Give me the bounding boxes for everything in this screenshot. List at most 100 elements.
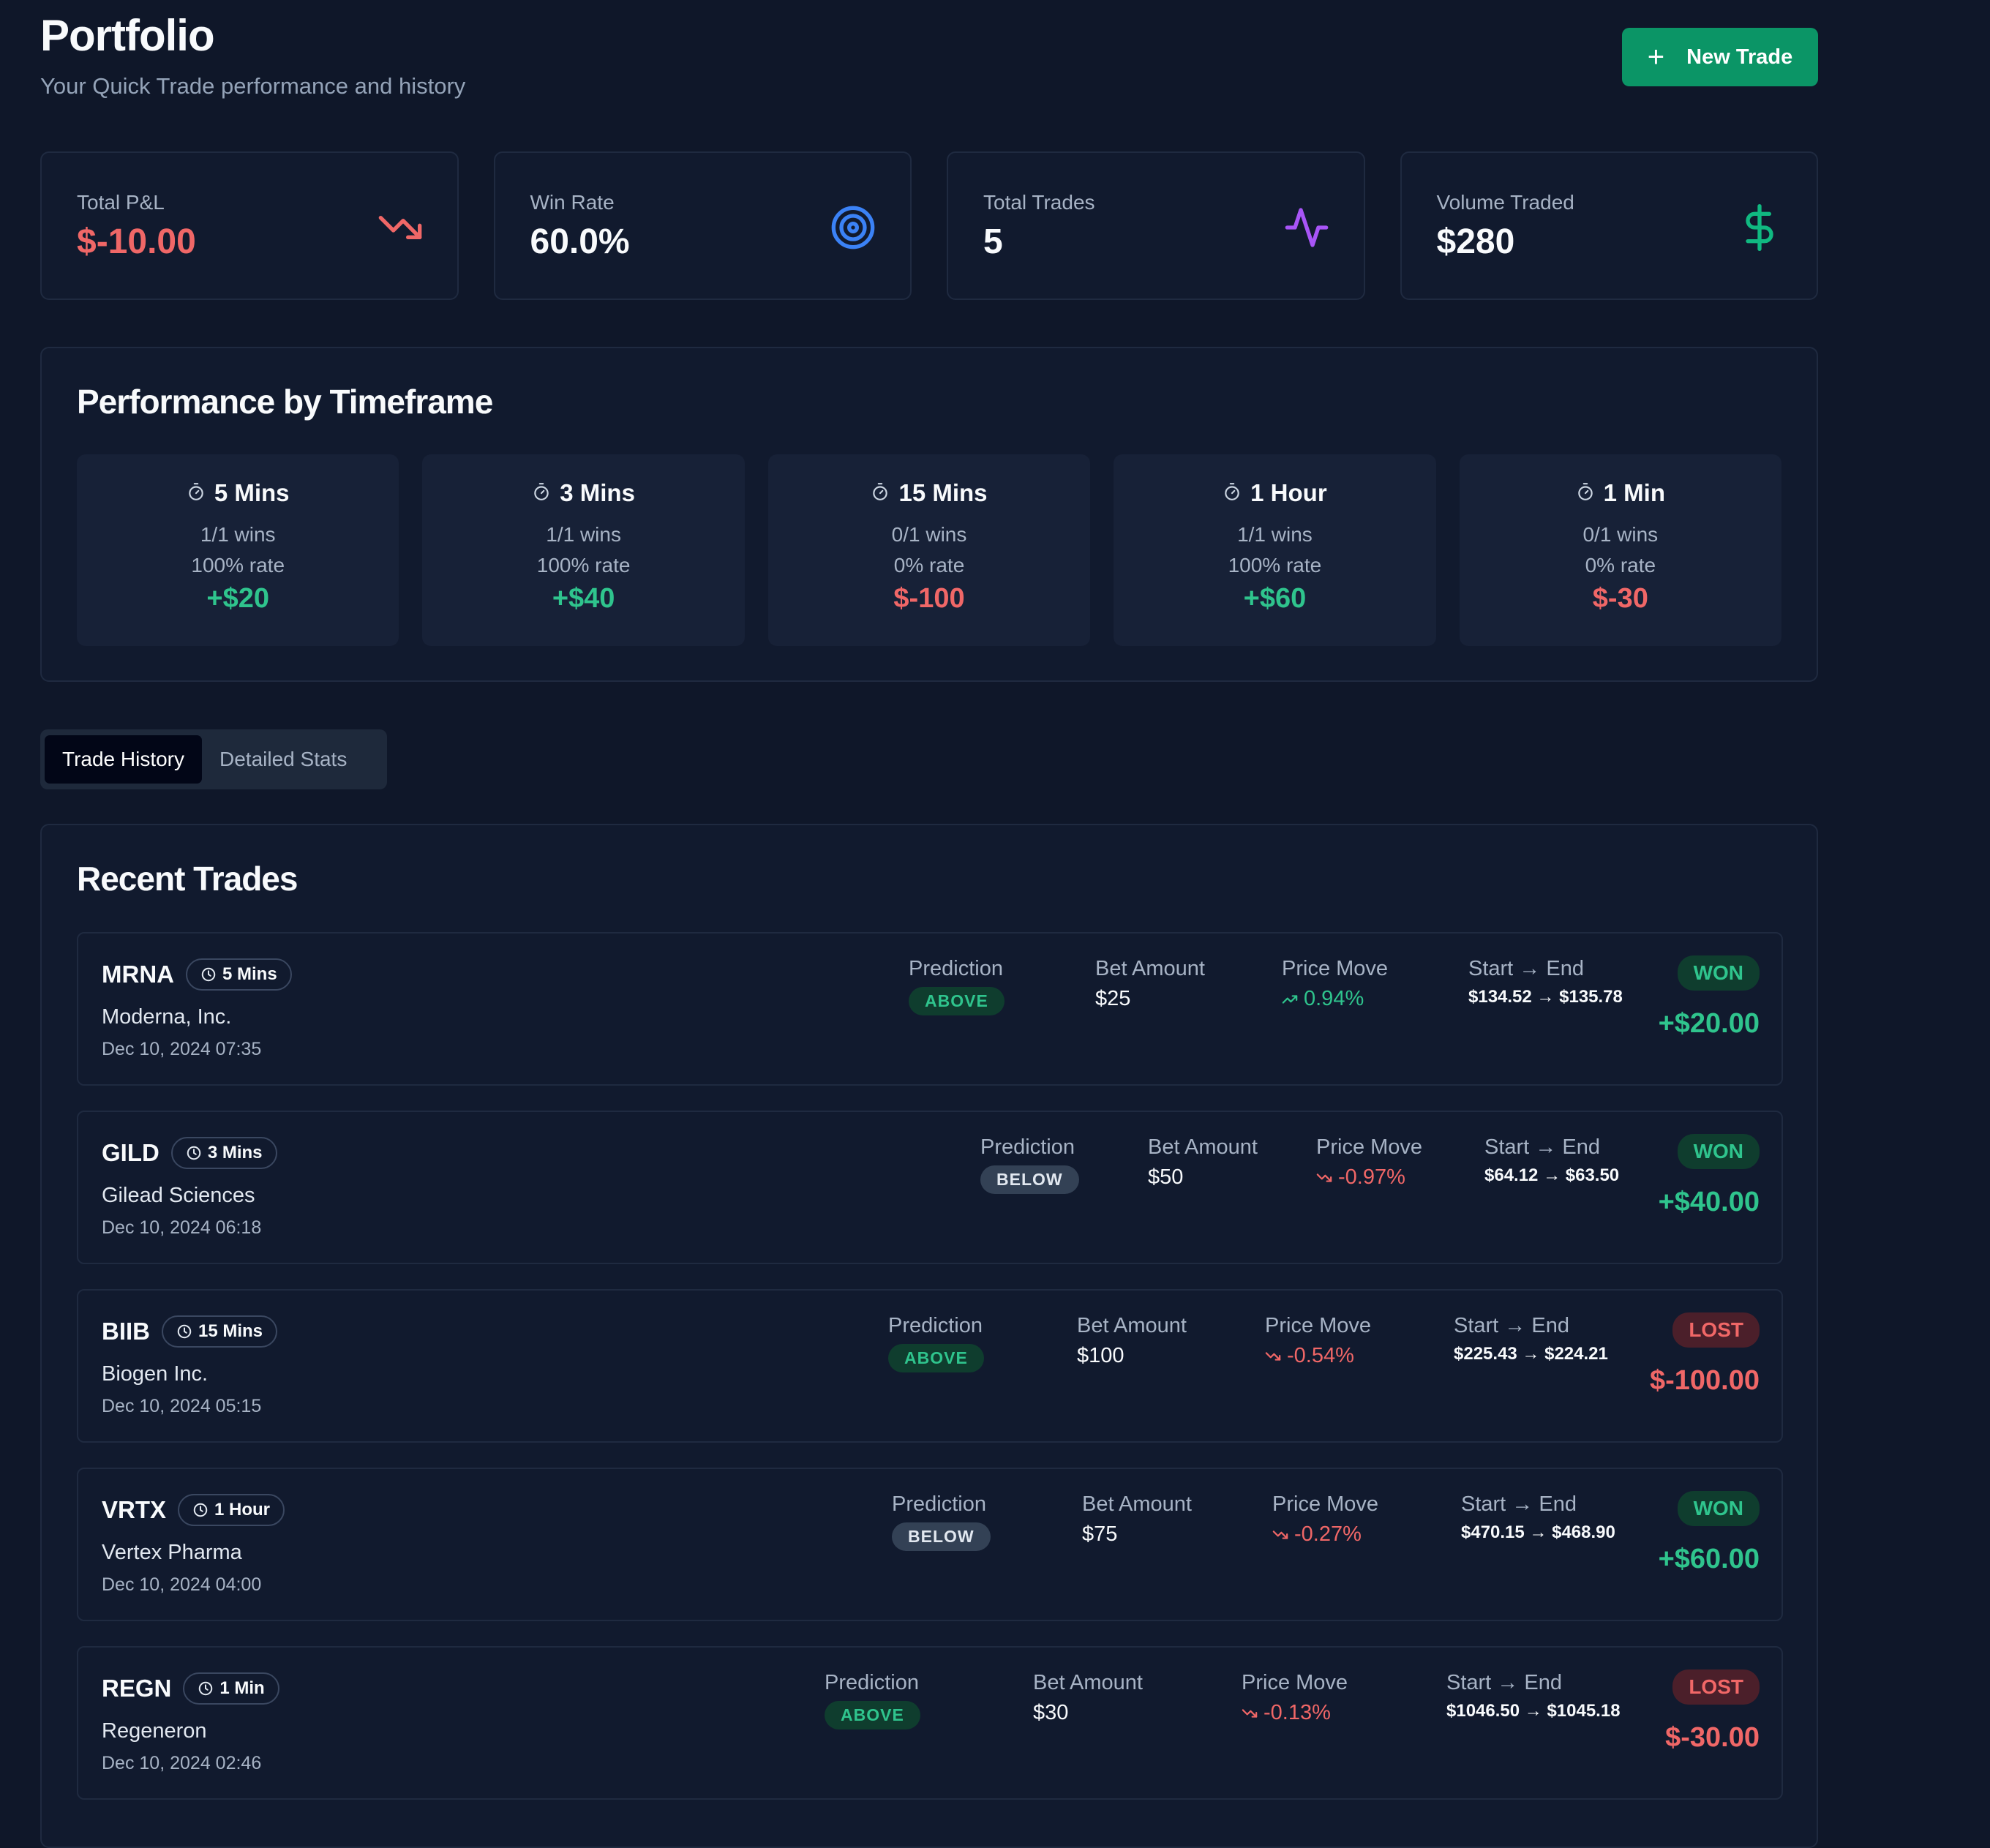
- trending-down-icon: [1272, 1527, 1288, 1543]
- bet-amount: $75: [1082, 1522, 1118, 1546]
- status-badge: WON: [1677, 955, 1760, 991]
- timeframe-wins: 1/1 wins: [1237, 523, 1313, 546]
- bet-amount: $25: [1095, 987, 1131, 1010]
- trade-pnl: +$20.00: [1658, 1008, 1760, 1039]
- timeframe-wins: 0/1 wins: [1582, 523, 1659, 546]
- prediction-badge: BELOW: [980, 1165, 1079, 1194]
- bet-label: Bet Amount: [1095, 957, 1205, 980]
- timeframe-name: 1 Min: [1460, 479, 1781, 507]
- trade-symbol-group: GILD 3 Mins: [102, 1137, 277, 1169]
- move-column: Price Move -0.27%: [1272, 1492, 1378, 1547]
- stat-value: 60.0%: [530, 222, 630, 261]
- new-trade-button[interactable]: + New Trade: [1622, 28, 1818, 86]
- activity-icon: [1285, 208, 1328, 247]
- timeframe-badge: 15 Mins: [162, 1315, 278, 1348]
- stat-label: Volume Traded: [1436, 191, 1574, 214]
- status-badge: LOST: [1672, 1312, 1760, 1348]
- trade-pnl: +$40.00: [1658, 1187, 1760, 1217]
- dollar-icon: [1746, 204, 1773, 251]
- trending-down-icon: [1316, 1170, 1332, 1186]
- timeframe-grid: 5 Mins 1/1 wins 100% rate +$20 3 Mins 1/1 win…: [77, 454, 1782, 646]
- timeframe-name: 3 Mins: [422, 479, 744, 507]
- trending-down-icon: [1265, 1348, 1281, 1364]
- timeframe-card: 1 Min 0/1 wins 0% rate $-30: [1459, 454, 1782, 646]
- performance-panel: Performance by Timeframe 5 Mins 1/1 wins 1…: [40, 347, 1818, 682]
- tab-bar: Trade History Detailed Stats: [40, 729, 387, 789]
- trade-symbol-group: BIIB 15 Mins: [102, 1315, 278, 1348]
- timeframe-pnl: $-30: [1592, 583, 1648, 614]
- trade-symbol: BIIB: [102, 1318, 150, 1345]
- move-label: Price Move: [1282, 957, 1389, 980]
- prediction-label: Prediction: [888, 1314, 983, 1337]
- timeframe-badge: 5 Mins: [185, 958, 292, 991]
- trade-row[interactable]: GILD 3 Mins Gilead Sciences Dec 10, 2024 06…: [77, 1111, 1783, 1264]
- target-icon: [831, 206, 875, 249]
- prediction-badge: ABOVE: [888, 1344, 984, 1372]
- prediction-column: Prediction BELOW: [892, 1492, 991, 1551]
- timeframe-name: 1 Hour: [1114, 479, 1435, 507]
- clock-icon: [176, 1323, 192, 1340]
- timeframe-badge: 1 Hour: [178, 1494, 285, 1526]
- prediction-column: Prediction ABOVE: [909, 957, 1005, 1015]
- range-column: Start → End $225.43 → $224.21: [1454, 1314, 1608, 1364]
- clock-icon: [186, 1145, 202, 1161]
- stopwatch-icon: [1576, 479, 1595, 507]
- stopwatch-icon: [187, 479, 206, 507]
- timeframe-pnl: $-100: [893, 583, 965, 614]
- trade-symbol: REGN: [102, 1675, 172, 1702]
- prediction-badge: BELOW: [892, 1522, 991, 1551]
- timeframe-card: 3 Mins 1/1 wins 100% rate +$40: [422, 454, 745, 646]
- move-label: Price Move: [1272, 1492, 1379, 1516]
- page-title: Portfolio: [40, 11, 215, 60]
- price-move: -0.13%: [1242, 1701, 1348, 1725]
- prediction-column: Prediction ABOVE: [888, 1314, 984, 1372]
- trade-pnl: $-30.00: [1665, 1722, 1760, 1753]
- bet-column: Bet Amount $50: [1148, 1135, 1258, 1190]
- price-range: $225.43 → $224.21: [1454, 1344, 1608, 1364]
- stopwatch-icon: [532, 479, 551, 507]
- trade-symbol: MRNA: [102, 961, 174, 988]
- move-column: Price Move -0.54%: [1265, 1314, 1371, 1368]
- bet-label: Bet Amount: [1148, 1135, 1258, 1159]
- prediction-column: Prediction ABOVE: [825, 1671, 920, 1729]
- move-column: Price Move -0.13%: [1242, 1671, 1348, 1725]
- trade-pnl: $-100.00: [1649, 1365, 1760, 1396]
- page-subtitle: Your Quick Trade performance and history: [40, 73, 466, 99]
- trending-down-icon: [1242, 1705, 1258, 1721]
- price-range: $64.12 → $63.50: [1484, 1165, 1620, 1185]
- prediction-column: Prediction BELOW: [980, 1135, 1079, 1194]
- bet-column: Bet Amount $25: [1095, 957, 1205, 1011]
- stat-card-win-rate: Win Rate 60.0%: [493, 151, 912, 300]
- timeframe-rate: 100% rate: [191, 554, 285, 576]
- clock-icon: [192, 1502, 209, 1518]
- trade-company: Gilead Sciences: [102, 1184, 255, 1207]
- timeframe-badge: 1 Min: [183, 1672, 279, 1705]
- clock-icon: [198, 1680, 214, 1697]
- trade-row[interactable]: BIIB 15 Mins Biogen Inc. Dec 10, 2024 05:15…: [77, 1289, 1783, 1443]
- trade-date: Dec 10, 2024 07:35: [102, 1039, 262, 1059]
- tab-detailed-stats[interactable]: Detailed Stats: [219, 748, 348, 770]
- stat-label: Total P&L: [77, 191, 165, 214]
- prediction-badge: ABOVE: [909, 987, 1005, 1015]
- timeframe-wins: 0/1 wins: [891, 523, 967, 546]
- range-label: Start → End: [1468, 957, 1584, 980]
- trade-row[interactable]: VRTX 1 Hour Vertex Pharma Dec 10, 2024 04:0…: [77, 1468, 1783, 1621]
- prediction-label: Prediction: [909, 957, 1003, 980]
- trade-symbol-group: REGN 1 Min: [102, 1672, 279, 1705]
- trade-row[interactable]: REGN 1 Min Regeneron Dec 10, 2024 02:46 Pred…: [77, 1646, 1783, 1800]
- trade-date: Dec 10, 2024 05:15: [102, 1396, 262, 1416]
- range-column: Start → End $1046.50 → $1045.18: [1446, 1671, 1621, 1721]
- trade-company: Moderna, Inc.: [102, 1005, 232, 1029]
- stats-row: Total P&L $-10.00 Win Rate 60.0% Total T…: [40, 151, 1818, 300]
- bet-amount: $50: [1148, 1165, 1184, 1189]
- trade-row[interactable]: MRNA 5 Mins Moderna, Inc. Dec 10, 2024 07:3…: [77, 932, 1783, 1086]
- price-move: 0.94%: [1282, 987, 1388, 1011]
- price-move: -0.54%: [1265, 1344, 1371, 1368]
- prediction-label: Prediction: [892, 1492, 986, 1516]
- prediction-label: Prediction: [980, 1135, 1075, 1159]
- tab-trade-history[interactable]: Trade History: [45, 735, 203, 784]
- trade-company: Vertex Pharma: [102, 1541, 242, 1564]
- move-label: Price Move: [1316, 1135, 1423, 1159]
- bet-amount: $30: [1033, 1701, 1069, 1724]
- stopwatch-icon: [1223, 479, 1242, 507]
